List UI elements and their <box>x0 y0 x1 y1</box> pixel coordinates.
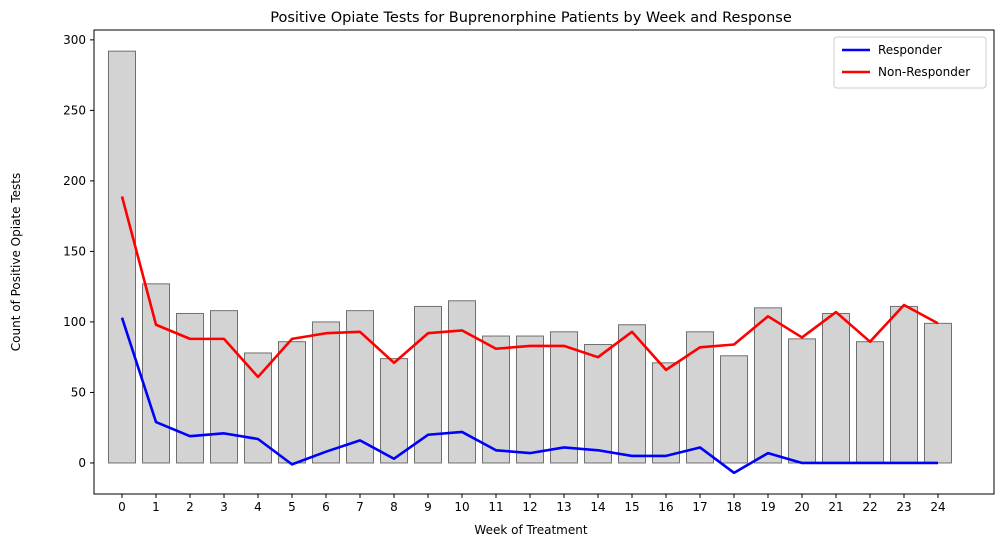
chart-title: Positive Opiate Tests for Buprenorphine … <box>270 10 792 26</box>
bar-week-10 <box>448 300 476 464</box>
x-tick-label: 12 <box>522 500 537 514</box>
x-tick-label: 8 <box>390 500 398 514</box>
bar-week-15 <box>618 324 646 464</box>
legend: Responder Non-Responder <box>833 36 987 89</box>
legend-box <box>833 36 987 89</box>
bar-week-8 <box>380 358 408 464</box>
x-tick-label: 10 <box>454 500 469 514</box>
x-tick-label: 11 <box>488 500 503 514</box>
x-tick-label: 17 <box>692 500 707 514</box>
x-tick-label: 14 <box>590 500 605 514</box>
x-tick-label: 5 <box>288 500 296 514</box>
bar-week-22 <box>856 341 884 464</box>
y-axis-title: Count of Positive Opiate Tests <box>9 173 23 351</box>
bar-week-17 <box>686 331 714 464</box>
x-tick-label: 13 <box>556 500 571 514</box>
bar-week-16 <box>652 362 680 464</box>
x-tick-label: 21 <box>828 500 843 514</box>
bar-week-9 <box>414 305 442 464</box>
x-tick-label: 2 <box>186 500 194 514</box>
x-axis: 0 1 2 3 4 5 6 7 8 9 10 11 12 13 14 15 16 17 18 19 20 21 22 23 24 <box>118 494 946 514</box>
bar-week-23 <box>890 305 918 464</box>
x-tick-label: 22 <box>862 500 877 514</box>
bar-week-6 <box>312 321 340 464</box>
y-axis: 0 50 100 150 200 250 300 <box>63 33 94 470</box>
x-tick-label: 24 <box>930 500 945 514</box>
x-tick-label: 3 <box>220 500 228 514</box>
x-tick-label: 15 <box>624 500 639 514</box>
x-tick-label: 16 <box>658 500 673 514</box>
bar-week-13 <box>550 331 578 464</box>
bar-week-1 <box>142 283 170 464</box>
x-tick-label: 1 <box>152 500 160 514</box>
series-line-responder <box>120 317 938 475</box>
legend-label-responder: Responder <box>878 43 942 57</box>
bar-week-21 <box>822 312 850 464</box>
lines-group <box>120 196 939 475</box>
x-tick-label: 6 <box>322 500 330 514</box>
bar-week-14 <box>584 344 612 464</box>
x-tick-label: 20 <box>794 500 809 514</box>
bar-week-18 <box>720 355 748 464</box>
legend-label-non-responder: Non-Responder <box>878 65 970 79</box>
y-tick-label: 300 <box>63 33 86 47</box>
series-line-non-responder <box>120 196 939 379</box>
bar-week-20 <box>788 338 816 464</box>
x-tick-label: 19 <box>760 500 775 514</box>
bar-week-12 <box>516 335 544 464</box>
y-tick-label: 100 <box>63 315 86 329</box>
x-tick-label: 7 <box>356 500 364 514</box>
x-tick-label: 9 <box>424 500 432 514</box>
x-axis-title: Week of Treatment <box>474 523 587 537</box>
y-tick-label: 150 <box>63 244 86 258</box>
bar-week-19 <box>754 307 782 464</box>
bar-week-3 <box>210 310 238 464</box>
y-tick-label: 200 <box>63 174 86 188</box>
y-tick-label: 0 <box>78 456 86 470</box>
bar-week-7 <box>346 310 374 464</box>
y-tick-label: 50 <box>71 385 86 399</box>
bar-week-0 <box>108 50 136 464</box>
bar-week-5 <box>278 341 306 464</box>
x-tick-label: 23 <box>896 500 911 514</box>
y-tick-label: 250 <box>63 103 86 117</box>
bar-week-24 <box>924 322 952 464</box>
x-tick-label: 0 <box>118 500 126 514</box>
x-tick-label: 18 <box>726 500 741 514</box>
bar-week-11 <box>482 335 510 464</box>
x-tick-label: 4 <box>254 500 262 514</box>
